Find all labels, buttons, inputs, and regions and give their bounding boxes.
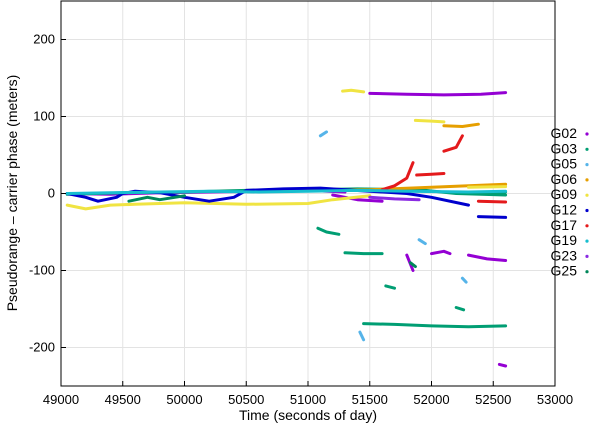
series-g06 [244, 122, 508, 193]
series-g05 [318, 130, 468, 342]
x-tick-label: 52000 [413, 392, 449, 407]
series-track [380, 161, 415, 192]
series-track [460, 276, 468, 284]
series-track [318, 130, 328, 138]
x-tick-label: 50000 [166, 392, 202, 407]
x-tick-label: 49000 [43, 392, 79, 407]
legend-label-g12: G12 [551, 202, 578, 218]
legend-marker-g09 [585, 193, 589, 197]
series-track [467, 253, 508, 262]
x-tick-label: 51500 [352, 392, 388, 407]
legend-label-g05: G05 [551, 156, 578, 172]
legend-label-g19: G19 [551, 232, 578, 248]
series-track [415, 172, 446, 177]
series-track [331, 193, 384, 203]
legend-label-g03: G03 [551, 140, 578, 156]
x-tick-label: 50500 [228, 392, 264, 407]
series-layer [65, 88, 508, 368]
axis-ticks: 49000 49500 50000 50500 51000 51500 52000 52500… [29, 32, 573, 408]
legend-marker-g19 [585, 239, 589, 243]
series-track [497, 362, 508, 368]
series-track [417, 238, 427, 246]
series-track [454, 306, 466, 312]
series-track [358, 330, 366, 342]
series-track [442, 122, 480, 128]
legend-marker-g05 [585, 163, 589, 167]
series-g19 [65, 188, 508, 195]
series-track [476, 199, 508, 204]
series-track [430, 249, 452, 256]
series-track [476, 215, 508, 219]
y-tick-label: 200 [33, 32, 55, 47]
x-tick-label: 52500 [475, 392, 511, 407]
y-tick-label: 100 [33, 109, 55, 124]
legend-marker-g17 [585, 224, 589, 228]
legend-label-g25: G25 [551, 263, 578, 279]
legend-marker-g03 [585, 147, 589, 151]
series-track [442, 134, 464, 153]
series-track [65, 194, 372, 211]
y-tick-label: -200 [29, 340, 55, 355]
series-track [413, 118, 446, 124]
series-g23 [368, 195, 421, 202]
legend-marker-g23 [585, 254, 589, 258]
series-track [343, 251, 384, 256]
legend-marker-g02 [585, 132, 589, 136]
series-track [341, 88, 366, 94]
series-track [368, 91, 508, 97]
x-tick-label: 53000 [537, 392, 573, 407]
series-g25 [127, 194, 417, 269]
legend-marker-g25 [585, 270, 589, 274]
series-g17 [380, 134, 508, 204]
x-tick-label: 49500 [105, 392, 141, 407]
y-tick-label: -100 [29, 263, 55, 278]
series-track [362, 322, 508, 329]
x-tick-label: 51000 [290, 392, 326, 407]
legend-label-g02: G02 [551, 125, 578, 141]
y-axis-label: Pseudorange – carrier phase (meters) [4, 75, 20, 312]
legend-label-g23: G23 [551, 247, 578, 263]
y-tick-label: 0 [48, 186, 55, 201]
legend-marker-g06 [585, 178, 589, 182]
series-track [409, 261, 417, 269]
legend-label-g09: G09 [551, 186, 578, 202]
series-g09 [65, 88, 508, 211]
series-track [467, 185, 508, 189]
series-track [127, 194, 186, 203]
series-track [65, 188, 508, 195]
series-g03 [65, 187, 508, 329]
series-track [316, 226, 341, 236]
legend-label-g17: G17 [551, 217, 578, 233]
x-axis-label: Time (seconds of day) [239, 407, 377, 423]
series-track [384, 284, 396, 290]
legend-marker-g12 [585, 208, 589, 213]
legend-label-g06: G06 [551, 171, 578, 187]
series-track [368, 195, 421, 202]
